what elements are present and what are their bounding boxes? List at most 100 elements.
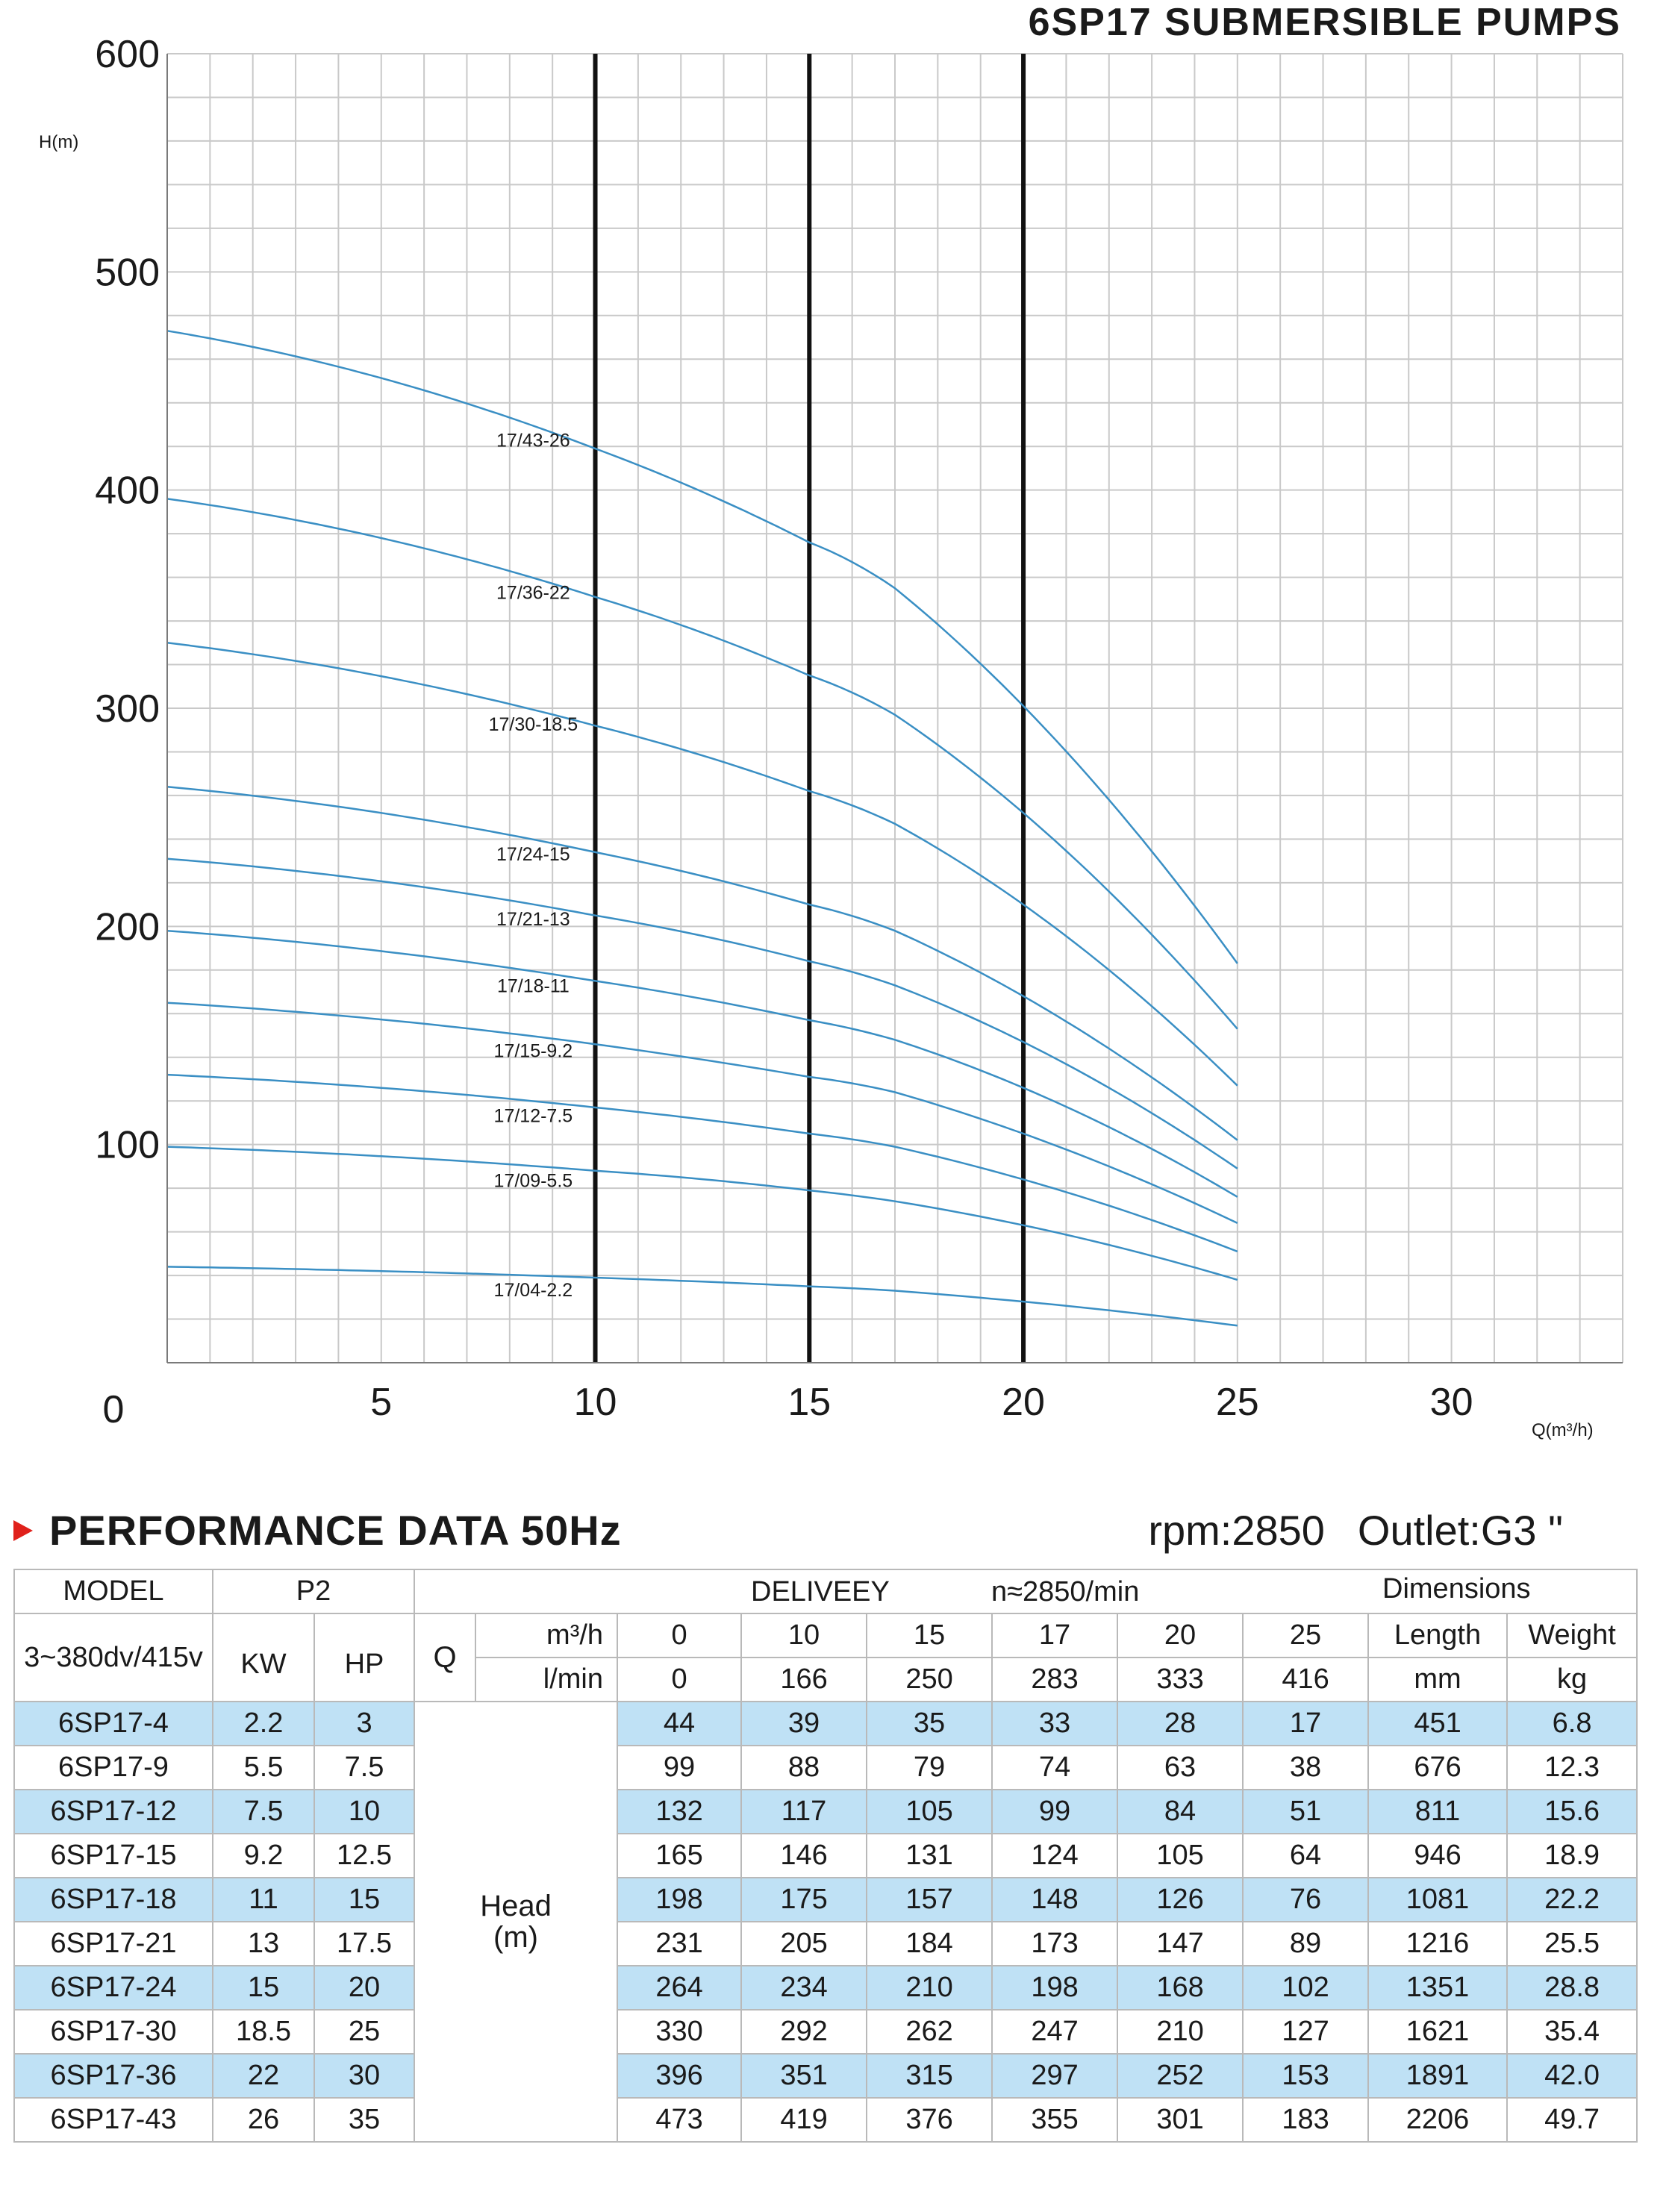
rpm-label: rpm:2850	[1148, 1507, 1325, 1554]
weight-cell: 49.7	[1506, 2097, 1638, 2143]
length-cell: 2206	[1367, 2097, 1509, 2143]
head-value-cell: 147	[1117, 1921, 1244, 1966]
y-tick-label: 400	[95, 469, 160, 513]
model-cell: 6SP17-21	[13, 1921, 213, 1966]
header-kg: kg	[1506, 1657, 1638, 1702]
kw-cell: 9.2	[212, 1833, 315, 1878]
table-row: 6SP17-18 11 15 198 175 157 148 126 76 1081 22.2	[13, 1877, 1638, 1922]
table-row: 6SP17-36 22 30 396 351 315 297 252 153 1891 42.0	[13, 2053, 1638, 2099]
flow-lmin-value: 283	[991, 1657, 1119, 1702]
model-cell: 6SP17-4	[13, 1701, 213, 1746]
curve-label: 17/09-5.5	[494, 1170, 573, 1191]
weight-cell: 22.2	[1506, 1877, 1638, 1922]
hp-cell: 7.5	[313, 1745, 416, 1790]
table-row: 6SP17-15 9.2 12.5 165 146 131 124 105 64 946 18.9	[13, 1833, 1638, 1878]
length-cell: 1081	[1367, 1877, 1509, 1922]
chart-title: 6SP17 SUBMERSIBLE PUMPS	[1028, 1, 1621, 44]
length-cell: 1621	[1367, 2009, 1509, 2055]
y-axis-label: H(m)	[39, 132, 78, 152]
pump-curve-chart: 100 200 300 400 500 600 0 5 10 15 20 25 30 H(m) Q(m³/h…	[39, 33, 1623, 1440]
hp-cell: 3	[313, 1701, 416, 1746]
model-cell: 6SP17-43	[13, 2097, 213, 2143]
curve-label: 17/36-22	[496, 582, 570, 603]
head-value-cell: 124	[991, 1833, 1119, 1878]
curve-label: 17/15-9.2	[494, 1040, 573, 1061]
head-value-cell: 64	[1242, 1833, 1370, 1878]
head-value-cell: 262	[866, 2009, 993, 2055]
curve-label: 17/24-15	[496, 844, 570, 865]
table-row: 6SP17-21 13 17.5 231 205 184 173 147 89 1216 25.5	[13, 1921, 1638, 1966]
head-value-cell: 146	[740, 1833, 868, 1878]
flow-lmin-value: 250	[866, 1657, 993, 1702]
head-value-cell: 264	[617, 1965, 743, 2011]
kw-cell: 5.5	[212, 1745, 315, 1790]
performance-specs: rpm:2850 Outlet:G3 "	[1115, 1506, 1563, 1555]
flow-m3h-value: 25	[1242, 1613, 1370, 1658]
head-value-cell: 102	[1242, 1965, 1370, 2011]
table-row: 6SP17-4 2.2 3 Head (m) 44 39 35 33 28 17 451 6.8	[13, 1701, 1638, 2143]
flow-m3h-value: 20	[1117, 1613, 1244, 1658]
head-value-cell: 376	[866, 2097, 993, 2143]
flow-m3h-value: 0	[617, 1613, 743, 1658]
curve-label: 17/04-2.2	[494, 1280, 573, 1301]
head-value-cell: 355	[991, 2097, 1119, 2143]
header-speed: n≈2850/min	[991, 1576, 1140, 1608]
head-value-cell: 165	[617, 1833, 743, 1878]
y-tick-label: 200	[95, 905, 160, 949]
curve-17-18-11	[166, 929, 1238, 1198]
head-value-cell: 74	[991, 1745, 1119, 1790]
curve-label: 17/12-7.5	[494, 1105, 573, 1126]
head-value-cell: 315	[866, 2053, 993, 2099]
performance-heading-text: PERFORMANCE DATA 50Hz	[49, 1507, 622, 1554]
header-length: Length	[1367, 1613, 1509, 1658]
hp-cell: 17.5	[313, 1921, 416, 1966]
weight-cell: 18.9	[1506, 1833, 1638, 1878]
kw-cell: 7.5	[212, 1789, 315, 1834]
head-value-cell: 105	[866, 1789, 993, 1834]
x-tick-label: 5	[370, 1381, 392, 1424]
header-p2: P2	[211, 1569, 416, 1614]
length-cell: 1216	[1367, 1921, 1509, 1966]
weight-cell: 28.8	[1506, 1965, 1638, 2011]
curve-17-04-2-2	[166, 1266, 1238, 1327]
head-value-cell: 184	[866, 1921, 993, 1966]
head-value-cell: 126	[1117, 1877, 1244, 1922]
head-value-cell: 198	[991, 1965, 1119, 2011]
table-row: 6SP17-30 18.5 25 330 292 262 247 210 127 1621 35.4	[13, 2009, 1638, 2055]
header-delivery-cell: DELIVEEY n≈2850/min Dimensions	[414, 1569, 1638, 1614]
head-value-cell: 117	[740, 1789, 868, 1834]
head-value-cell: 88	[740, 1745, 868, 1790]
head-value-cell: 131	[866, 1833, 993, 1878]
model-cell: 6SP17-15	[13, 1833, 213, 1878]
kw-cell: 11	[212, 1877, 315, 1922]
weight-cell: 35.4	[1506, 2009, 1638, 2055]
weight-cell: 25.5	[1506, 1921, 1638, 1966]
header-m3h: m³/h	[475, 1613, 619, 1658]
head-label: Head	[480, 1890, 552, 1922]
table-row: 6SP17-43 26 35 473 419 376 355 301 183 2206 49.7	[13, 2097, 1638, 2143]
header-kw: KW	[212, 1613, 315, 1702]
head-value-cell: 234	[740, 1965, 868, 2011]
flow-m3h-value: 17	[991, 1613, 1119, 1658]
triangle-bullet-icon	[13, 1519, 33, 1541]
flow-lmin-value: 0	[617, 1657, 743, 1702]
hp-cell: 15	[313, 1877, 416, 1922]
head-value-cell: 297	[991, 2053, 1119, 2099]
curve-17-21-13	[166, 857, 1238, 1169]
head-value-cell: 292	[740, 2009, 868, 2055]
model-cell: 6SP17-9	[13, 1745, 213, 1790]
header-voltage: 3~380dv/415v	[13, 1613, 213, 1702]
head-value-cell: 28	[1117, 1701, 1244, 1746]
head-value-cell: 330	[617, 2009, 743, 2055]
head-value-cell: 168	[1117, 1965, 1244, 2011]
model-cell: 6SP17-24	[13, 1965, 213, 2011]
head-value-cell: 99	[991, 1789, 1119, 1834]
length-cell: 451	[1367, 1701, 1509, 1746]
head-value-cell: 205	[740, 1921, 868, 1966]
kw-cell: 22	[212, 2053, 315, 2099]
head-value-cell: 89	[1242, 1921, 1370, 1966]
header-model: MODEL	[13, 1569, 213, 1614]
x-axis-label: Q(m³/h)	[1532, 1420, 1594, 1440]
table-row: 6SP17-24 15 20 264 234 210 198 168 102 1351 28.8	[13, 1965, 1638, 2011]
table-row: 6SP17-9 5.5 7.5 99 88 79 74 63 38 676 12.3	[13, 1745, 1638, 1790]
